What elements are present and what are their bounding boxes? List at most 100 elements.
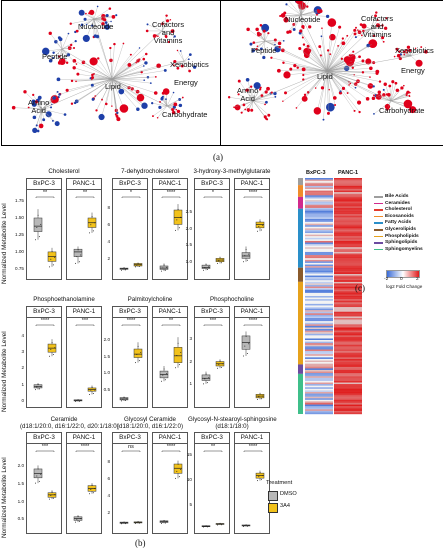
network-edge bbox=[59, 48, 63, 57]
network-node bbox=[262, 29, 266, 33]
heatmap-cell-panc1 bbox=[334, 347, 362, 350]
network-edge bbox=[319, 70, 328, 111]
network-node bbox=[377, 90, 381, 94]
network-edge bbox=[40, 108, 43, 126]
class-annotation-band bbox=[298, 196, 303, 209]
network-edge bbox=[38, 108, 43, 132]
network-edge bbox=[326, 59, 348, 72]
y-tick-label: 6 bbox=[107, 476, 110, 482]
network-edge bbox=[41, 91, 58, 110]
data-point bbox=[248, 524, 250, 526]
network-node bbox=[116, 111, 119, 115]
network-node bbox=[372, 85, 375, 88]
network-node bbox=[111, 15, 116, 19]
network-node bbox=[171, 107, 175, 112]
heatmap-cell-bxpc3 bbox=[305, 211, 333, 213]
y-tick-label: 1.75 bbox=[15, 198, 24, 204]
data-point bbox=[123, 521, 125, 523]
significance-bracket bbox=[75, 324, 95, 326]
network-edge bbox=[229, 97, 254, 102]
class-legend-label: Glycerolipids bbox=[385, 227, 416, 232]
heatmap-cell-bxpc3 bbox=[305, 204, 333, 207]
network-node bbox=[371, 96, 376, 101]
heatmap-cell-panc1 bbox=[334, 360, 362, 363]
plot-title: Phosphocholine bbox=[209, 296, 255, 303]
heatmap-cell-bxpc3 bbox=[305, 324, 333, 327]
network-edge bbox=[286, 4, 302, 16]
facet-panel: PANC-1 ** bbox=[66, 178, 102, 280]
data-point bbox=[91, 216, 93, 218]
heatmap-cell-bxpc3 bbox=[305, 322, 333, 325]
data-point bbox=[164, 379, 166, 381]
network-node bbox=[85, 23, 88, 26]
network-edge bbox=[326, 70, 363, 73]
data-point bbox=[208, 266, 210, 268]
network-node bbox=[250, 108, 254, 112]
network-node bbox=[67, 32, 70, 35]
facet-panel: PANC-1 **** bbox=[234, 306, 270, 408]
network-edge bbox=[111, 62, 146, 80]
heatmap-cell-bxpc3 bbox=[305, 266, 333, 268]
network-node bbox=[341, 37, 344, 40]
y-tick-label: 2.5 bbox=[185, 208, 192, 214]
network-node bbox=[382, 93, 386, 97]
data-point bbox=[36, 386, 38, 388]
data-point bbox=[78, 520, 80, 522]
heatmap-cell-panc1 bbox=[334, 377, 362, 380]
heatmap-cell-panc1 bbox=[334, 344, 362, 347]
label-amino-acid: Amino Acid bbox=[237, 86, 259, 103]
data-point bbox=[166, 266, 168, 268]
network-edge bbox=[252, 93, 275, 102]
data-point bbox=[37, 383, 39, 385]
heatmap-cell-panc1 bbox=[334, 226, 362, 229]
class-annotation-band bbox=[298, 267, 303, 282]
network-edge bbox=[59, 78, 113, 95]
network-edge bbox=[326, 70, 329, 114]
heatmap-cell-panc1 bbox=[334, 382, 362, 385]
heatmap-cell-panc1 bbox=[334, 336, 362, 339]
data-point bbox=[51, 491, 53, 493]
box-plot-svg bbox=[201, 450, 225, 528]
network-node bbox=[302, 43, 306, 46]
network-node bbox=[118, 88, 125, 95]
data-point bbox=[35, 482, 36, 484]
network-edge bbox=[111, 43, 124, 80]
network-node bbox=[375, 23, 380, 28]
facet-strip-label: BxPC-3 bbox=[195, 307, 229, 318]
network-node bbox=[264, 90, 268, 94]
network-edge bbox=[379, 92, 392, 102]
network-edge bbox=[33, 101, 43, 110]
network-node bbox=[233, 106, 235, 109]
data-point bbox=[50, 495, 52, 497]
network-node bbox=[341, 86, 346, 90]
heatmap-cell-bxpc3 bbox=[305, 343, 333, 345]
heatmap-cell-bxpc3 bbox=[305, 354, 333, 356]
data-point bbox=[166, 521, 168, 523]
data-point bbox=[77, 249, 79, 251]
data-point bbox=[166, 373, 168, 375]
network-node bbox=[85, 12, 87, 15]
heatmap-cell-bxpc3 bbox=[305, 256, 333, 259]
network-node bbox=[161, 22, 164, 26]
heatmap-cell-panc1 bbox=[334, 203, 362, 205]
network-edge bbox=[61, 44, 72, 50]
heatmap-cell-panc1 bbox=[334, 330, 362, 333]
network-node bbox=[383, 82, 387, 86]
heatmap-cell-bxpc3 bbox=[305, 399, 333, 402]
data-point bbox=[262, 395, 264, 397]
box-plot-svg bbox=[119, 196, 143, 271]
network-edge bbox=[50, 33, 63, 50]
data-point bbox=[40, 473, 42, 475]
network-node bbox=[172, 91, 175, 94]
network-node bbox=[36, 129, 40, 133]
network-node bbox=[165, 98, 167, 101]
network-edge bbox=[41, 108, 58, 124]
data-point bbox=[78, 261, 80, 263]
significance-label: ns bbox=[128, 444, 134, 450]
data-point bbox=[137, 262, 139, 264]
label-peptide: Peptide bbox=[42, 52, 68, 61]
network-node bbox=[58, 37, 63, 42]
heatmap-cell-bxpc3 bbox=[305, 303, 333, 306]
label-xenobiotics: Xenobiotics bbox=[170, 60, 209, 69]
y-tick-label: 4 bbox=[21, 332, 24, 338]
